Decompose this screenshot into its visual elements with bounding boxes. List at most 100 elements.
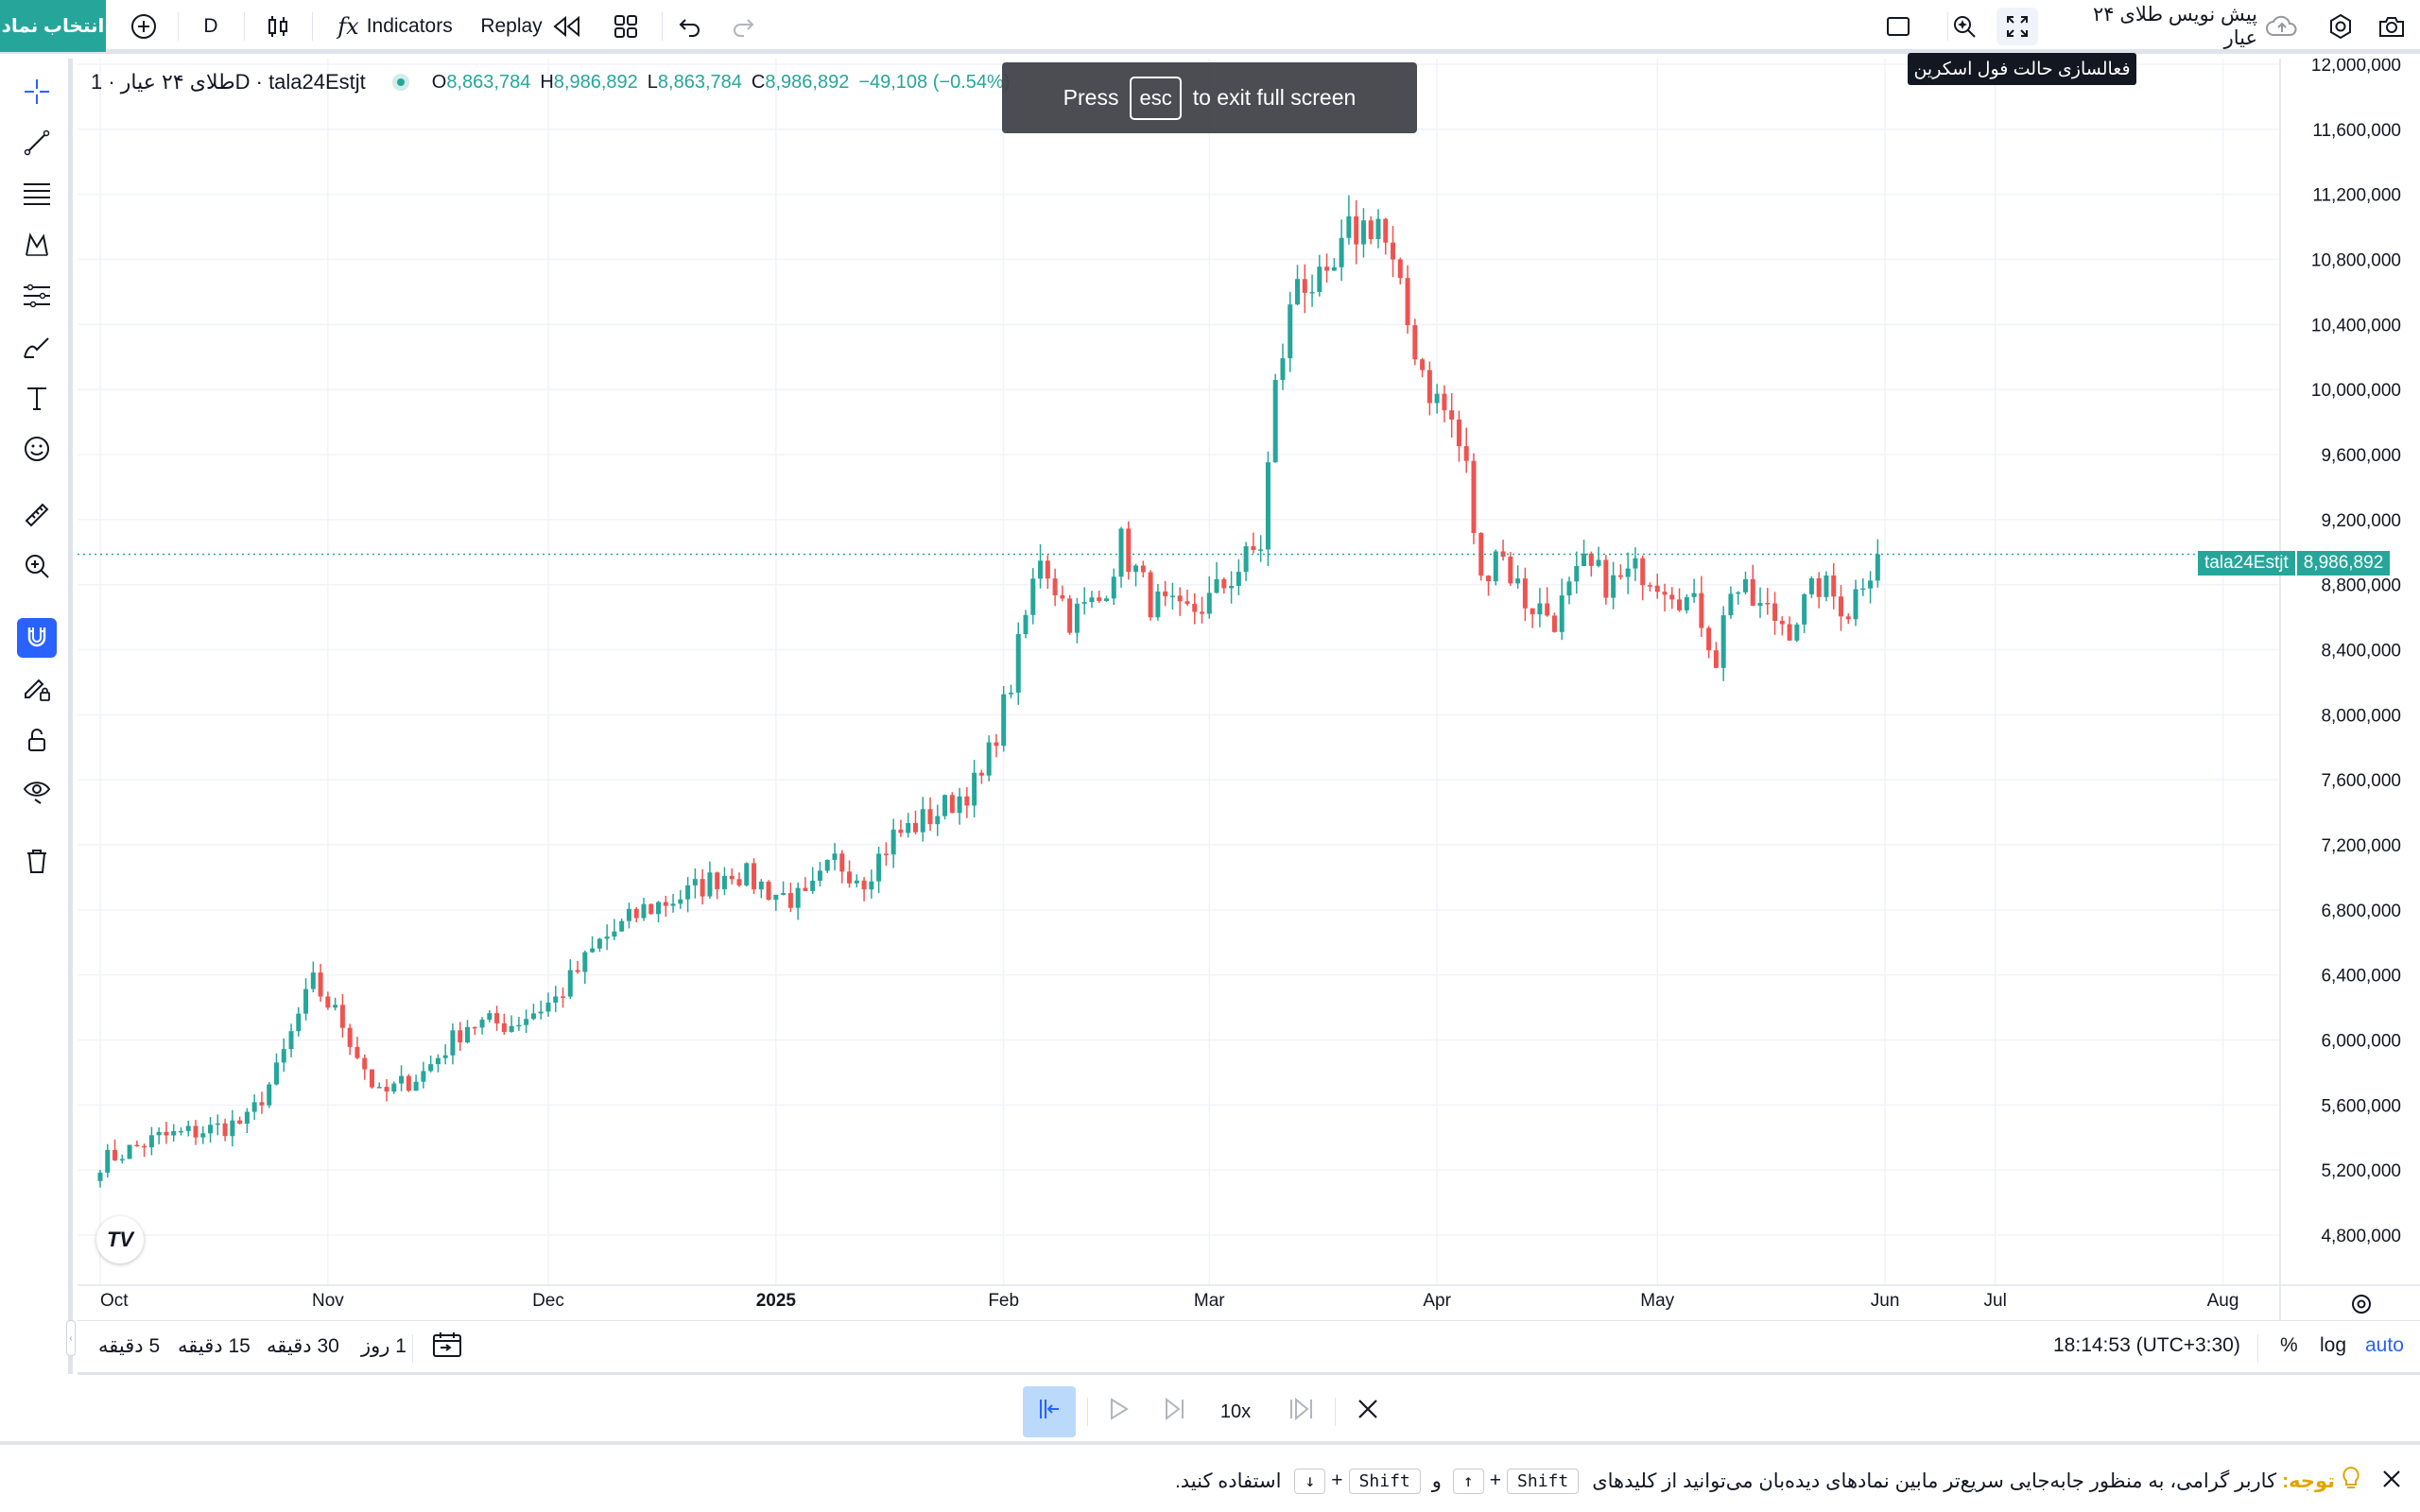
- prediction-tool[interactable]: [17, 278, 57, 318]
- save-cloud-button[interactable]: [2261, 8, 2303, 45]
- price-chart[interactable]: 12,000,000 11,600,000 11,200,000 10,800,000…: [78, 59, 2420, 1320]
- replay-speed-button[interactable]: 10x: [1219, 1400, 1252, 1422]
- auto-scale-toggle[interactable]: auto: [2365, 1334, 2404, 1356]
- candle-body: [1802, 593, 1807, 625]
- chart-type-button[interactable]: [257, 8, 299, 45]
- quick-search-button[interactable]: [1944, 8, 1985, 45]
- candle-body: [545, 1002, 551, 1012]
- replay-select-bar-button[interactable]: [1023, 1386, 1076, 1437]
- tradingview-logo[interactable]: TV: [96, 1216, 144, 1263]
- percent-toggle[interactable]: %: [2280, 1334, 2298, 1356]
- price-tick-label: 6,000,000: [2321, 1032, 2401, 1052]
- candle-body: [1133, 565, 1139, 573]
- collapse-toolbar-handle[interactable]: ‹: [66, 1320, 76, 1356]
- candle-body: [582, 952, 588, 972]
- redo-button[interactable]: [722, 8, 764, 45]
- single-layout-button[interactable]: [1877, 8, 1919, 45]
- lock-drawing-tool[interactable]: [17, 671, 57, 711]
- candle-body: [890, 829, 896, 855]
- replay-close-button[interactable]: [1346, 1386, 1390, 1437]
- candle-body: [1295, 279, 1301, 305]
- candle-body: [1346, 215, 1352, 238]
- log-toggle[interactable]: log: [2320, 1334, 2347, 1356]
- candle-body: [972, 772, 977, 806]
- candle-body: [376, 1087, 382, 1089]
- time-tick-label: May: [1640, 1291, 1674, 1311]
- replay-play-button[interactable]: [1097, 1386, 1140, 1437]
- symbol-select-button[interactable]: انتخاب نماد: [0, 0, 106, 52]
- candle-body: [707, 872, 713, 897]
- candle-body: [142, 1145, 147, 1148]
- time-tick-label: Jul: [1984, 1291, 2007, 1311]
- candle-body: [325, 996, 331, 1008]
- candle-body: [1155, 591, 1161, 618]
- candle-body: [700, 879, 705, 897]
- chart-pane[interactable]: 12,000,000 11,600,000 11,200,000 10,800,000…: [78, 59, 2420, 1320]
- candle-body: [127, 1144, 132, 1160]
- legend-high: H8,986,892: [540, 71, 638, 93]
- candle-body: [1103, 598, 1109, 601]
- candle-body: [803, 887, 808, 891]
- zoom-in-icon: [23, 552, 51, 585]
- search-sparkle-icon: [1950, 12, 1979, 41]
- candle-body: [1582, 553, 1587, 566]
- candle-body: [935, 816, 941, 825]
- goto-date-button[interactable]: [431, 1331, 463, 1365]
- remove-drawings-tool[interactable]: [17, 843, 57, 883]
- replay-step-button[interactable]: [1153, 1386, 1197, 1437]
- lock-all-tool[interactable]: [17, 722, 57, 762]
- hint-close-button[interactable]: [2380, 1468, 2403, 1496]
- candle-body: [1331, 266, 1337, 271]
- text-tool[interactable]: [17, 380, 57, 420]
- replay-jump-realtime-button[interactable]: [1280, 1386, 1323, 1437]
- fullscreen-button[interactable]: [1996, 8, 2038, 45]
- indicators-button[interactable]: fx Indicators: [325, 8, 465, 45]
- candle-body: [1545, 603, 1550, 616]
- candle-body: [1023, 614, 1028, 634]
- candle-body: [567, 970, 573, 997]
- timeframe-30m[interactable]: 30 دقیقه: [267, 1335, 339, 1357]
- candle-body: [1713, 650, 1719, 668]
- ruler-icon: [23, 501, 51, 534]
- hint-text: کاربر گرامی، به منظور جابه‌جایی سریع‌تر …: [1592, 1469, 2277, 1492]
- brush-tool[interactable]: [17, 329, 57, 369]
- candle-body: [156, 1131, 162, 1136]
- candle-body: [766, 882, 771, 901]
- candle-body: [208, 1125, 214, 1134]
- candle-body: [435, 1057, 441, 1065]
- candle-body: [310, 972, 316, 989]
- timeframe-5m[interactable]: 5 دقیقه: [98, 1335, 161, 1357]
- clock-readout[interactable]: 18:14:53 (UTC+3:30): [2053, 1334, 2240, 1356]
- candle-body: [1097, 597, 1102, 601]
- snapshot-button[interactable]: [2371, 8, 2412, 45]
- replay-button[interactable]: Replay: [473, 8, 590, 45]
- pattern-tool[interactable]: [17, 227, 57, 266]
- add-symbol-button[interactable]: [123, 8, 164, 45]
- trendline-tool[interactable]: [17, 125, 57, 164]
- candle-body: [516, 1024, 522, 1027]
- emoji-tool[interactable]: [17, 431, 57, 471]
- measure-tool[interactable]: [17, 497, 57, 537]
- symbol-title: پیش نویس طلای ۲۴ عیار: [2092, 4, 2257, 49]
- candle-body: [1169, 595, 1175, 597]
- visibility-tool[interactable]: [17, 773, 57, 813]
- smiley-icon: [23, 435, 51, 468]
- timeframe-15m[interactable]: 15 دقیقه: [178, 1335, 251, 1357]
- axis-settings-button[interactable]: [2350, 1293, 2373, 1321]
- settings-button[interactable]: [2320, 8, 2361, 45]
- undo-button[interactable]: [669, 8, 711, 45]
- layout-button[interactable]: [605, 8, 647, 45]
- magnet-tool[interactable]: [17, 618, 57, 658]
- market-status-icon: [391, 74, 409, 91]
- candle-body: [1015, 633, 1021, 693]
- fib-tool[interactable]: [17, 176, 57, 215]
- interval-button[interactable]: D: [203, 15, 218, 37]
- candle-body: [296, 1013, 302, 1032]
- candle-body: [1662, 592, 1668, 595]
- timeframe-1d[interactable]: 1 روز: [361, 1335, 406, 1357]
- candle-body: [1397, 259, 1403, 279]
- zoom-tool[interactable]: [17, 548, 57, 588]
- candle-body: [1617, 575, 1623, 577]
- candle-body: [281, 1049, 286, 1063]
- crosshair-tool[interactable]: [17, 74, 57, 113]
